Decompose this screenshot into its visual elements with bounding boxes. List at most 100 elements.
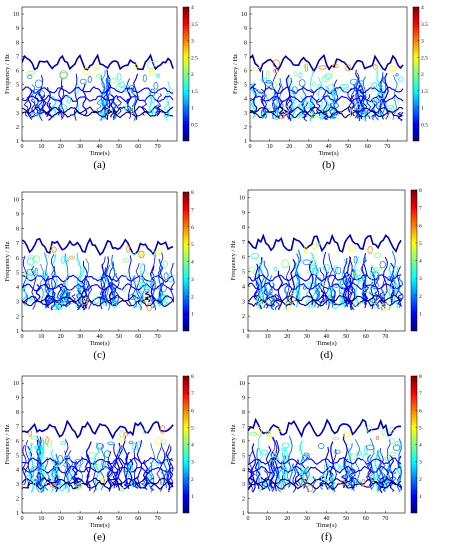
y-tick-label: 2	[242, 314, 245, 320]
contour-spot	[333, 98, 338, 105]
contour-band	[22, 282, 174, 292]
contour-spot	[342, 432, 351, 438]
contour-strand	[142, 459, 149, 487]
colorbar-tick-label: 2	[191, 294, 194, 300]
contour-spot	[28, 430, 32, 437]
colorbar-tick-label: 7	[419, 206, 422, 212]
contour-spot	[265, 430, 271, 437]
contour-spot	[147, 60, 155, 70]
contour-spot	[281, 259, 289, 269]
colorbar-tick-label: 4	[421, 5, 424, 11]
contour-spot	[129, 84, 135, 91]
y-tick-label: 8	[242, 225, 245, 231]
contour-strand	[299, 440, 304, 485]
contour-area	[22, 419, 174, 494]
contour-spot	[322, 264, 331, 271]
contour-strand	[329, 102, 335, 119]
contour-spot	[63, 258, 68, 263]
contour-spot	[252, 66, 260, 71]
contour-spot	[289, 86, 294, 92]
x-tick-label: 50	[343, 516, 349, 522]
contour-spot	[299, 444, 303, 452]
contour-spot	[265, 80, 272, 84]
x-tick-label: 30	[304, 334, 310, 340]
contour-strand	[314, 260, 319, 308]
panel-label: (a)	[93, 159, 106, 171]
contour-strand	[160, 442, 166, 492]
contour-strand	[101, 70, 106, 117]
contour-spot	[364, 445, 368, 455]
contour-spot	[395, 440, 400, 446]
contour-strand	[24, 440, 30, 489]
y-tick-label: 3	[16, 300, 19, 306]
x-axis-label: Time(s)	[89, 522, 109, 529]
contour-strand	[59, 288, 66, 304]
x-tick-label: 50	[116, 516, 122, 522]
contour-strand	[310, 103, 316, 119]
contour-spot	[365, 444, 375, 451]
contour-spot	[30, 469, 35, 477]
contour-spot	[142, 74, 147, 82]
contour-strand	[104, 75, 110, 116]
contour-spot	[370, 476, 378, 481]
contour-spot	[155, 436, 163, 445]
y-tick-label: 9	[244, 26, 247, 32]
contour-strand	[397, 293, 403, 307]
contour-strand	[294, 459, 300, 487]
contour-spot	[107, 441, 115, 445]
contour-spot	[340, 83, 349, 89]
contour-band	[250, 105, 404, 114]
contour-envelope	[22, 237, 174, 256]
panel-label: (f)	[321, 531, 332, 543]
contour-strand	[63, 439, 69, 485]
contour-spot	[332, 437, 340, 441]
contour-band	[22, 298, 174, 307]
contour-spot	[160, 284, 167, 293]
y-axis-label: Frequency / Hz	[230, 424, 237, 464]
x-tick-label: 70	[382, 516, 388, 522]
y-tick-label: 6	[16, 256, 19, 262]
contour-spot	[324, 462, 330, 472]
contour-strand	[296, 471, 303, 490]
contour-spot	[387, 451, 396, 457]
contour-strand	[260, 88, 266, 117]
y-tick-label: 3	[16, 482, 19, 488]
y-tick-label: 10	[13, 197, 19, 203]
contour-spot	[83, 67, 90, 75]
contour-spot	[375, 436, 380, 441]
contour-spot	[311, 243, 317, 250]
contour-spot	[30, 436, 38, 440]
contour-strand	[324, 85, 330, 115]
contour-strand	[368, 463, 374, 490]
contour-spot	[377, 92, 385, 99]
contour-spot	[150, 275, 156, 284]
contour-strand	[34, 93, 39, 115]
contour-spot	[146, 280, 153, 289]
contour-spot	[31, 89, 41, 94]
colorbar-tick-label: 8	[419, 188, 422, 194]
contour-spot	[135, 290, 142, 300]
y-axis-label: Frequency / Hz	[4, 241, 11, 281]
x-tick-label: 20	[58, 334, 64, 340]
contour-strand	[256, 262, 262, 310]
contour-spot	[121, 286, 126, 293]
y-tick-label: 7	[16, 424, 19, 430]
contour-spot	[272, 469, 278, 476]
x-tick-label: 60	[363, 334, 369, 340]
contour-spot	[63, 462, 68, 468]
contour-spot	[265, 71, 270, 80]
contour-spot	[57, 455, 64, 464]
contour-spot	[27, 74, 33, 79]
y-tick-label: 2	[16, 497, 19, 503]
x-tick-label: 0	[21, 144, 24, 150]
contour-spot	[146, 302, 152, 312]
contour-spot	[56, 302, 63, 310]
contour-spot	[131, 443, 139, 451]
contour-spot	[123, 432, 129, 437]
contour-spot	[117, 446, 124, 456]
contour-spot	[138, 250, 145, 259]
contour-spot	[300, 469, 308, 476]
